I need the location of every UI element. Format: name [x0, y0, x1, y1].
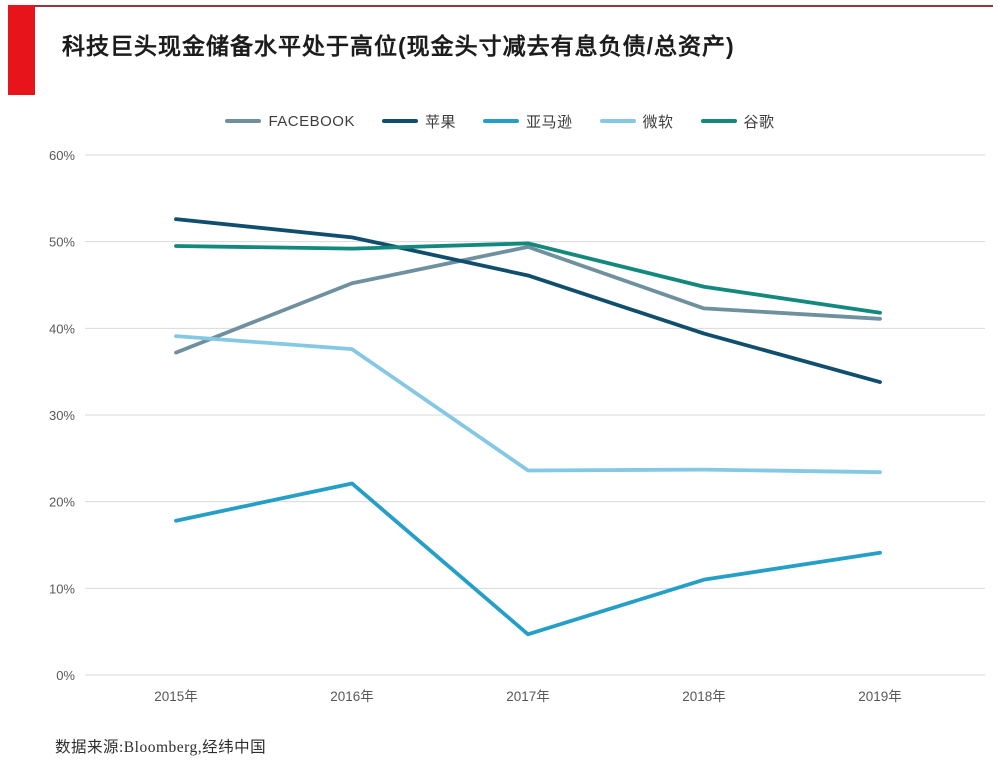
- ytick-label-40pct: 40%: [49, 321, 75, 336]
- series-line-amazon: [174, 481, 882, 637]
- legend-swatch-amazon: [483, 119, 519, 123]
- chart-legend: FACEBOOK 苹果 亚马逊 微软 谷歌: [0, 106, 1000, 136]
- series-line-facebook: [174, 244, 882, 355]
- ytick-label-50pct: 50%: [49, 235, 75, 250]
- legend-item-microsoft: 微软: [599, 111, 674, 132]
- ytick-label-0pct: 0%: [56, 668, 75, 683]
- legend-swatch-google: [700, 119, 737, 123]
- ytick-label-10pct: 10%: [49, 581, 75, 596]
- source-note: 数据来源:Bloomberg,经纬中国: [55, 739, 267, 756]
- xtick-label-2018年: 2018年: [682, 689, 726, 704]
- legend-item-facebook: FACEBOOK: [225, 113, 355, 130]
- top-rule-divider: [8, 5, 993, 7]
- ytick-label-30pct: 30%: [49, 408, 75, 423]
- series-line-google: [174, 241, 882, 315]
- series-line-microsoft: [174, 334, 882, 475]
- legend-label-amazon: 亚马逊: [526, 113, 573, 131]
- series-line-apple: [174, 217, 882, 384]
- red-accent-block: [8, 5, 35, 95]
- legend-label-google: 谷歌: [743, 113, 775, 131]
- legend-swatch-facebook: [225, 119, 262, 123]
- legend-label-apple: 苹果: [424, 113, 456, 131]
- xtick-label-2019年: 2019年: [858, 689, 902, 704]
- xtick-label-2017年: 2017年: [506, 689, 550, 704]
- legend-swatch-apple: [381, 119, 418, 123]
- ytick-label-60pct: 60%: [49, 148, 75, 163]
- legend-swatch-microsoft: [599, 119, 636, 123]
- legend-item-apple: 苹果: [381, 111, 456, 132]
- page-title: 科技巨头现金储备水平处于高位(现金头寸减去有息负债/总资产): [62, 33, 735, 59]
- ytick-label-20pct: 20%: [49, 495, 75, 510]
- legend-label-facebook: FACEBOOK: [268, 112, 355, 130]
- legend-item-google: 谷歌: [700, 111, 775, 132]
- legend-label-microsoft: 微软: [642, 113, 674, 131]
- xtick-label-2015年: 2015年: [154, 689, 198, 704]
- xtick-label-2016年: 2016年: [330, 689, 374, 704]
- legend-item-amazon: 亚马逊: [483, 111, 573, 132]
